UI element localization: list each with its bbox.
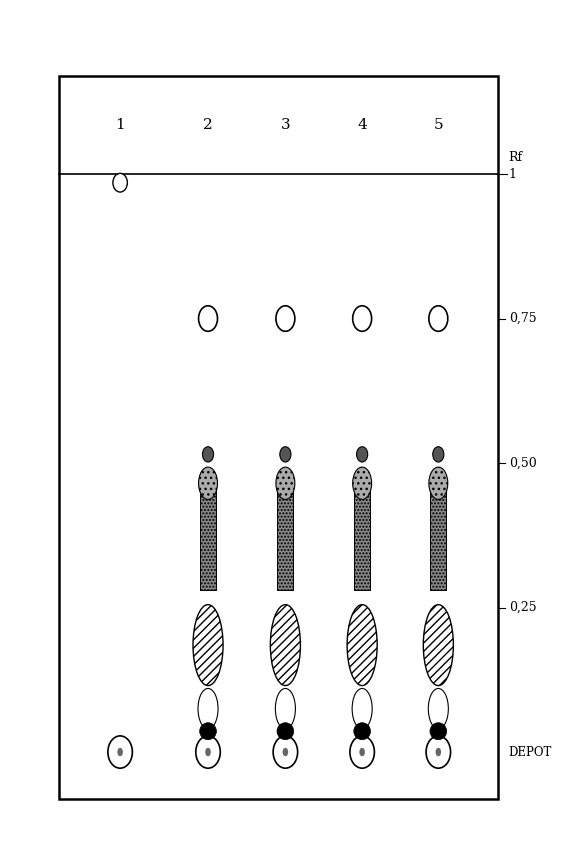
Text: Rf: Rf	[509, 150, 523, 164]
Bar	[354, 486, 370, 590]
Ellipse shape	[276, 306, 295, 332]
Ellipse shape	[426, 736, 451, 768]
Ellipse shape	[347, 604, 377, 686]
Text: 1: 1	[509, 167, 517, 180]
Ellipse shape	[277, 722, 294, 740]
Ellipse shape	[108, 736, 132, 768]
Text: 3: 3	[281, 118, 290, 133]
Ellipse shape	[193, 604, 223, 686]
Text: 1: 1	[115, 118, 125, 133]
Ellipse shape	[350, 736, 374, 768]
Ellipse shape	[205, 748, 211, 756]
Ellipse shape	[429, 468, 448, 500]
Ellipse shape	[199, 468, 217, 500]
Text: 0,50: 0,50	[509, 456, 536, 469]
Ellipse shape	[429, 306, 448, 332]
Ellipse shape	[353, 468, 372, 500]
Ellipse shape	[198, 688, 218, 729]
Text: 2: 2	[203, 118, 213, 133]
Ellipse shape	[356, 447, 368, 462]
Bar	[430, 486, 447, 590]
Ellipse shape	[353, 306, 372, 332]
Ellipse shape	[200, 722, 216, 740]
Ellipse shape	[423, 604, 454, 686]
Bar	[200, 486, 216, 590]
Text: 0,25: 0,25	[509, 601, 536, 614]
Ellipse shape	[113, 173, 127, 192]
Ellipse shape	[430, 722, 447, 740]
Text: 5: 5	[434, 118, 443, 133]
Ellipse shape	[199, 306, 217, 332]
Text: 0,75: 0,75	[509, 312, 536, 325]
Bar	[200, 486, 216, 590]
Bar	[430, 486, 447, 590]
Ellipse shape	[352, 688, 372, 729]
Ellipse shape	[280, 447, 291, 462]
Ellipse shape	[273, 736, 298, 768]
Bar	[277, 486, 294, 590]
Ellipse shape	[196, 736, 220, 768]
Bar	[277, 486, 294, 590]
Ellipse shape	[282, 748, 288, 756]
Ellipse shape	[275, 688, 295, 729]
Ellipse shape	[270, 604, 301, 686]
Text: 4: 4	[357, 118, 367, 133]
Ellipse shape	[428, 688, 448, 729]
Bar	[59, 76, 498, 799]
Ellipse shape	[276, 468, 295, 500]
Ellipse shape	[203, 447, 213, 462]
Ellipse shape	[359, 748, 365, 756]
Ellipse shape	[354, 722, 370, 740]
Ellipse shape	[435, 748, 441, 756]
Ellipse shape	[432, 447, 444, 462]
Ellipse shape	[117, 748, 123, 756]
Bar	[354, 486, 370, 590]
Text: DEPOT: DEPOT	[509, 745, 552, 758]
